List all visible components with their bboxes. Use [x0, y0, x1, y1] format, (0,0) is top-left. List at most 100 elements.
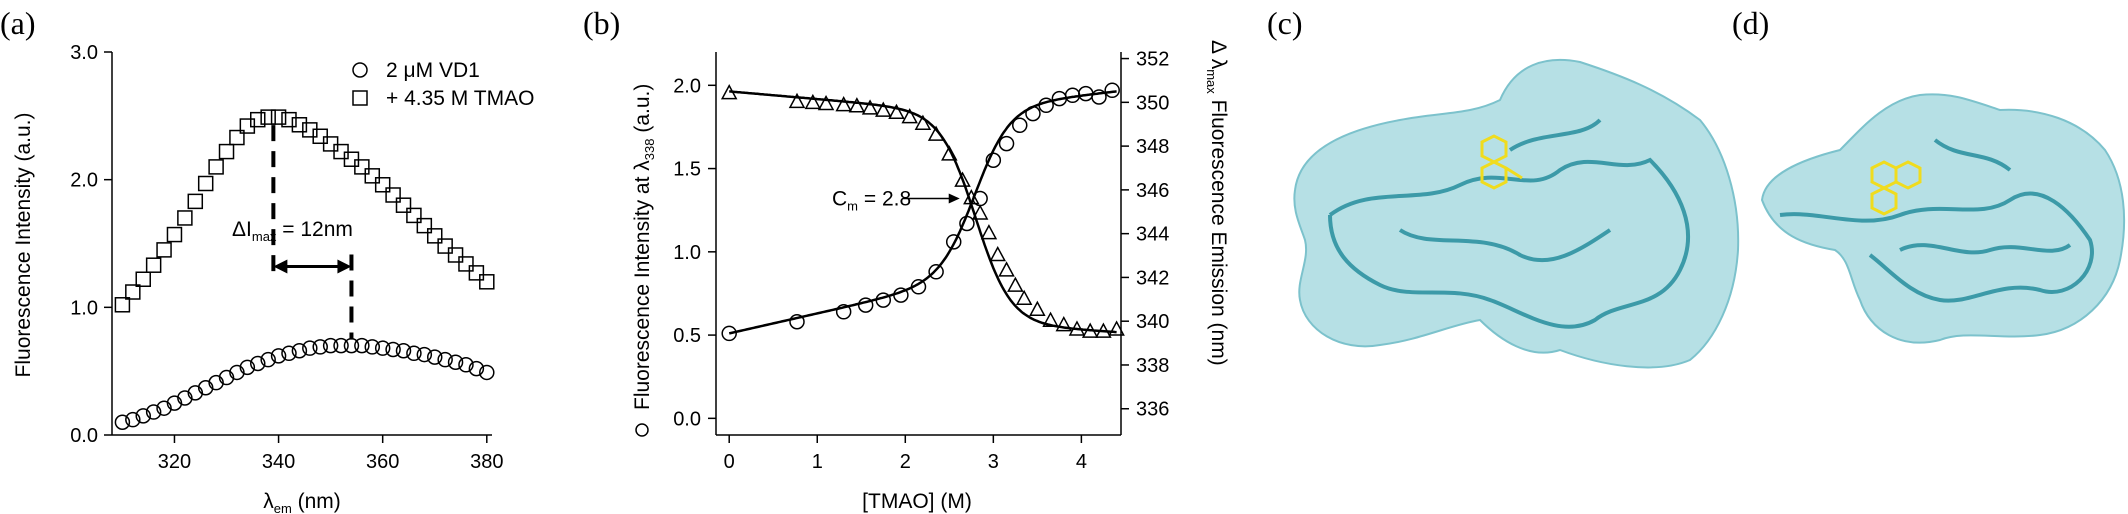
- arrow-head-left: [273, 259, 288, 274]
- protein-surface-c: [1293, 58, 1740, 369]
- intensity-point: [1038, 97, 1054, 114]
- vd1-point: [291, 342, 308, 359]
- tmao-point: [197, 175, 214, 192]
- x-tick-label: 380: [470, 451, 503, 473]
- vd1-point: [229, 364, 245, 381]
- tmao-point: [250, 111, 266, 128]
- intensity-point: [928, 264, 944, 280]
- lambda-max-point: [1015, 289, 1033, 306]
- y-tick-label: 2.0: [70, 170, 98, 192]
- vd1-point: [125, 411, 141, 428]
- vd1-point: [270, 348, 287, 364]
- intensity-point: [1091, 89, 1107, 105]
- vd1-point: [333, 337, 349, 354]
- protein-backbone-c: [1328, 157, 1690, 329]
- tmao-point: [260, 109, 276, 125]
- tmao-point: [156, 242, 172, 258]
- left-label-circle-marker: [635, 423, 649, 437]
- fit-curve-intensity: [728, 90, 1117, 335]
- panel-label-a: (a): [0, 5, 36, 41]
- lambda-max-point: [980, 224, 998, 240]
- tmao-point: [437, 238, 453, 254]
- vd1-point: [458, 357, 474, 373]
- chart-b-annotation: Cm = 2.8: [832, 188, 960, 214]
- intensity-point: [893, 287, 909, 303]
- tmao-point: [374, 177, 391, 193]
- vd1-point: [197, 380, 214, 396]
- vd1-point: [364, 339, 381, 355]
- x-tick-label: 340: [262, 451, 295, 473]
- x-tick-label: 3: [988, 451, 999, 473]
- vd1-point: [166, 395, 183, 411]
- vd1-point: [135, 408, 151, 424]
- vd1-point: [416, 346, 433, 363]
- tmao-point: [145, 257, 162, 273]
- y-right-tick-label: 338: [1136, 355, 1169, 377]
- vd1-point: [322, 337, 339, 354]
- intensity-point: [789, 314, 805, 330]
- lambda-max-point: [1095, 322, 1112, 338]
- tmao-point: [218, 143, 235, 160]
- legend-entry-tmao: + 4.35 M TMAO: [386, 87, 534, 110]
- tmao-point: [166, 226, 183, 243]
- intensity-point: [1104, 82, 1120, 99]
- legend-circle-marker: [352, 62, 368, 78]
- chart-b-y-left-label: Fluorescence Intensity at λ338 (a.u.): [631, 84, 657, 410]
- tmao-point: [208, 159, 224, 175]
- vd1-point: [281, 345, 297, 362]
- vd1-point: [447, 354, 464, 370]
- tmao-point: [406, 207, 422, 224]
- tmao-point: [177, 210, 193, 226]
- y-tick-label: 0.0: [70, 425, 98, 447]
- vd1-point: [426, 349, 443, 365]
- chart-a-legend: 2 μM VD1 + 4.35 M TMAO: [352, 59, 534, 110]
- chart-b-y-right-label: Δ λmax Fluorescence Emission (nm): [1204, 40, 1230, 366]
- lambda-max-point: [804, 93, 822, 110]
- y-right-tick-label: 340: [1136, 311, 1169, 333]
- chart-b-x-label: [TMAO] (M): [862, 490, 972, 513]
- y-left-tick-label: 0.5: [673, 325, 701, 347]
- x-tick-label: 2: [900, 451, 911, 473]
- y-right-tick-label: 342: [1136, 267, 1169, 289]
- tmao-point: [354, 159, 370, 175]
- intensity-point: [959, 215, 975, 232]
- intensity-point: [857, 297, 874, 313]
- ligand-d: [1870, 160, 1922, 216]
- protein-surface-d: [1760, 93, 2126, 344]
- lambda-max-point: [888, 103, 905, 120]
- cm-arrow-head: [948, 193, 960, 204]
- tmao-point: [187, 193, 204, 210]
- y-right-tick-label: 336: [1136, 399, 1169, 421]
- intensity-point: [998, 135, 1015, 152]
- lambda-max-point: [1068, 320, 1086, 336]
- shift-annotation-label: ΔImax = 12nm: [232, 218, 353, 244]
- lambda-max-point: [927, 125, 945, 141]
- chart-a-y-label: Fluorescence Intensity (a.u.): [12, 113, 35, 378]
- lambda-max-point: [998, 261, 1015, 277]
- lambda-max-point: [1055, 315, 1073, 332]
- vd1-point: [374, 340, 391, 356]
- tmao-point: [270, 109, 287, 125]
- vd1-point: [177, 390, 193, 406]
- panel-label-c: (c): [1267, 5, 1303, 41]
- chart-a-annotation: ΔImax = 12nm: [232, 125, 354, 340]
- tmao-point: [135, 271, 151, 287]
- vd1-point: [239, 359, 256, 376]
- tmao-point: [468, 265, 485, 281]
- vd1-point: [156, 400, 172, 416]
- tmao-point: [114, 297, 131, 313]
- intensity-point: [945, 234, 962, 250]
- vd1-point: [218, 369, 235, 386]
- lambda-max-point: [1081, 322, 1099, 338]
- lambda-max-point: [835, 96, 852, 112]
- chart-b: 0 1 2 3 4 0.0 0.5 1.0 1.5 2.0 336 338 340 342 344 346 34…: [631, 40, 1230, 513]
- lambda-max-point: [901, 108, 918, 124]
- tmao-point: [385, 187, 401, 203]
- lambda-max-point: [989, 245, 1006, 262]
- vd1-point: [479, 364, 495, 381]
- lambda-max-point: [963, 189, 980, 205]
- tmao-point: [458, 256, 474, 272]
- vd1-point: [302, 340, 318, 356]
- vd1-point: [260, 351, 276, 368]
